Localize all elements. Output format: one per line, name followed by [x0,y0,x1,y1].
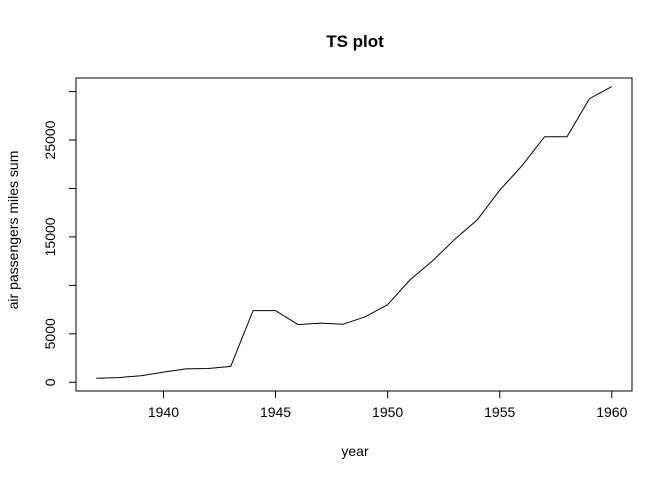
series-line-0 [96,86,613,379]
y-axis: 0 5000 15000 25000 [42,91,77,386]
x-tick-label: 1945 [260,404,291,420]
plot-area-frame [75,77,633,392]
x-tick-label: 1940 [148,404,179,420]
x-tick-label: 1955 [484,404,515,420]
y-axis-label: air passengers miles sum [5,151,21,310]
y-tick-label: 15000 [42,217,58,256]
series-layer [96,86,613,379]
x-tick-label: 1950 [372,404,403,420]
x-tick-label: 1960 [596,404,627,420]
y-tick-label: 25000 [42,120,58,159]
y-tick-label: 0 [42,378,58,386]
x-axis-label: year [341,443,369,459]
x-axis: 1940 1945 1950 1955 1960 [148,390,628,420]
chart-title: TS plot [326,32,384,51]
y-tick-label: 5000 [42,318,58,349]
